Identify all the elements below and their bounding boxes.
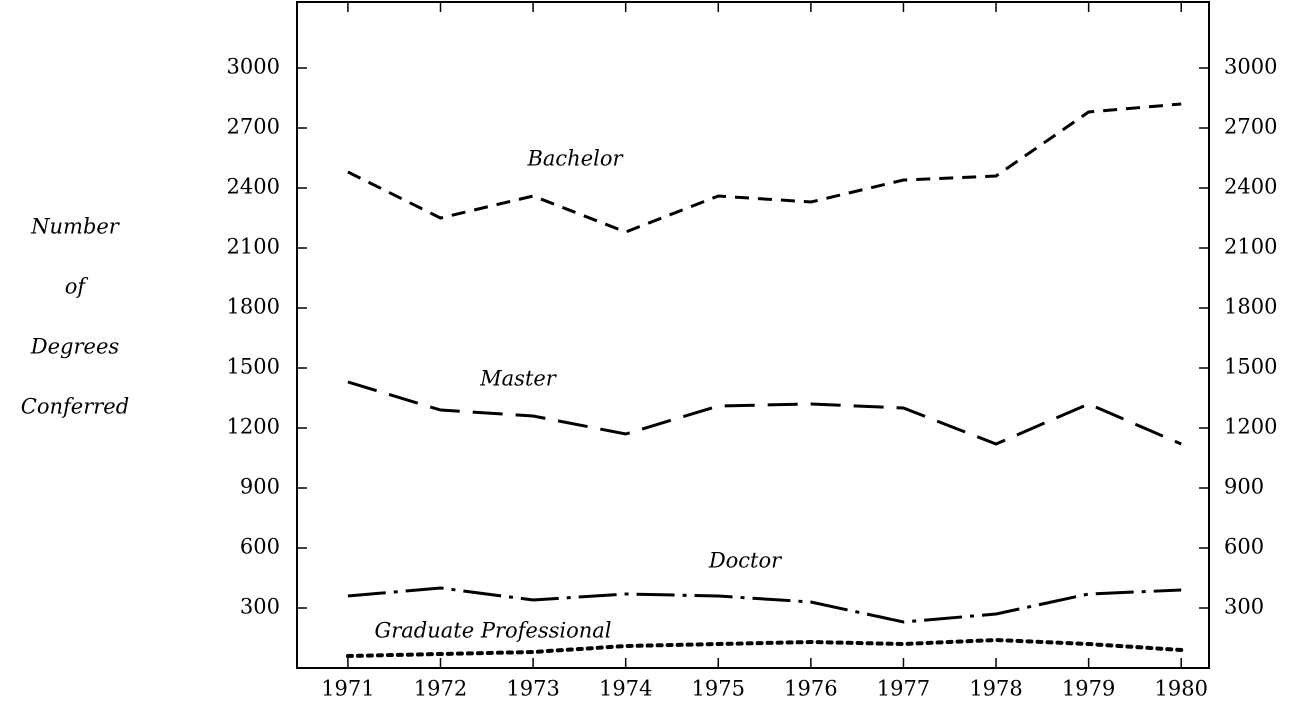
y2-tick-label: 900 (1224, 475, 1264, 499)
x-tick-label: 1978 (969, 677, 1022, 701)
y2-tick-label: 2700 (1224, 115, 1277, 139)
y-tick-label: 300 (240, 595, 280, 619)
x-tick-label: 1974 (599, 677, 652, 701)
plot-frame (296, 1, 1210, 669)
y2-tick-label: 1200 (1224, 415, 1277, 439)
y-tick-label: 1200 (227, 415, 280, 439)
series-label: Master (479, 367, 558, 391)
series-line (347, 586, 1182, 624)
y2-tick-label: 1500 (1224, 355, 1277, 379)
series-label: Bachelor (526, 147, 624, 171)
y2-tick-label: 300 (1224, 595, 1264, 619)
x-tick-label: 1971 (321, 677, 374, 701)
series-line (345, 637, 1184, 658)
x-tick-label: 1972 (414, 677, 467, 701)
y2-tick-label: 600 (1224, 535, 1264, 559)
y-axis-label: Degrees (30, 335, 120, 359)
series-label: Doctor (708, 549, 783, 573)
y-tick-label: 3000 (227, 55, 280, 79)
y-tick-label: 2100 (227, 235, 280, 259)
y-tick-label: 600 (240, 535, 280, 559)
y2-tick-label: 1800 (1224, 295, 1277, 319)
y2-tick-label: 2100 (1224, 235, 1277, 259)
y-tick-label: 1500 (227, 355, 280, 379)
series-line (347, 102, 1182, 234)
series-label: Graduate Professional (374, 619, 611, 643)
y2-tick-label: 3000 (1224, 55, 1277, 79)
y-axis-label: of (65, 275, 89, 299)
x-tick-label: 1975 (692, 677, 745, 701)
series-line (347, 380, 1182, 446)
x-tick-label: 1977 (877, 677, 930, 701)
y-axis-label: Number (30, 215, 121, 239)
x-tick-label: 1980 (1154, 677, 1207, 701)
y-tick-label: 900 (240, 475, 280, 499)
x-tick-label: 1979 (1062, 677, 1115, 701)
y-tick-label: 2400 (227, 175, 280, 199)
y-tick-label: 1800 (227, 295, 280, 319)
y-axis-label: Conferred (21, 395, 129, 419)
y2-tick-label: 2400 (1224, 175, 1277, 199)
x-tick-label: 1976 (784, 677, 837, 701)
y-tick-label: 2700 (227, 115, 280, 139)
x-tick-label: 1973 (506, 677, 559, 701)
